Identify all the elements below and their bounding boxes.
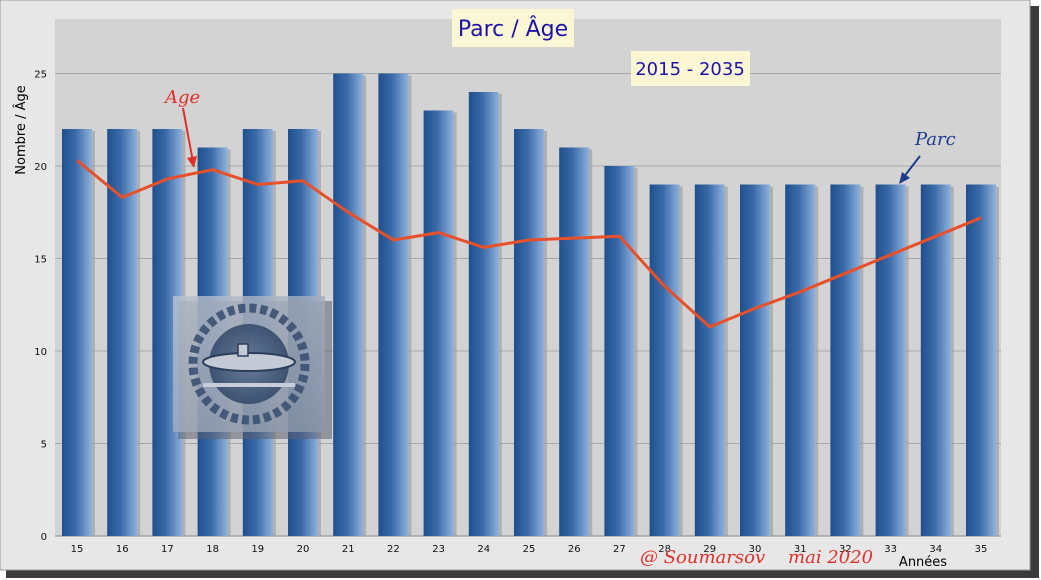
y-axis-label: Nombre / Âge <box>13 85 29 174</box>
bar-parc-30 <box>740 184 770 536</box>
annotation-age-arrow <box>182 107 194 163</box>
x-tick-label: 23 <box>432 544 445 555</box>
x-tick-label: 28 <box>658 544 671 555</box>
annotation-age: Age <box>163 87 200 108</box>
subtitle-box <box>631 51 750 86</box>
x-tick-label: 27 <box>613 544 626 555</box>
x-tick-label: 19 <box>251 544 264 555</box>
annotation-parc-arrowhead <box>899 172 910 184</box>
bar-series-parc <box>62 73 999 536</box>
x-tick-label: 34 <box>929 544 942 555</box>
annotation-age-arrowhead <box>187 156 197 168</box>
y-tick-label: 25 <box>34 70 47 81</box>
bar-parc-28 <box>649 184 680 536</box>
x-tick-label: 29 <box>703 544 716 555</box>
bar-parc-25 <box>514 129 544 536</box>
credit-text: @ Soumarsov mai 2020 <box>640 547 873 568</box>
x-tick-label: 22 <box>387 544 400 555</box>
bar-parc-31 <box>785 184 816 536</box>
x-tick-label: 24 <box>477 544 490 555</box>
x-tick-label: 16 <box>116 544 129 555</box>
bar-parc-27 <box>604 166 635 536</box>
bar-parc-24 <box>468 92 499 536</box>
bar-parc-26 <box>559 147 590 536</box>
bar-parc-15 <box>62 129 92 536</box>
x-tick-label: 31 <box>794 544 807 555</box>
x-tick-label: 30 <box>749 544 762 555</box>
x-tick-label: 17 <box>161 544 174 555</box>
y-axis-ticks: 0 5 10 15 20 25 <box>34 70 47 544</box>
x-tick-label: 18 <box>206 544 219 555</box>
bar-parc-21 <box>333 73 364 536</box>
y-tick-label: 5 <box>41 440 47 451</box>
annotation-parc: Parc <box>914 129 956 150</box>
y-tick-label: 0 <box>41 532 47 543</box>
x-tick-label: 25 <box>523 544 536 555</box>
y-tick-label: 10 <box>34 347 47 358</box>
title-box <box>452 9 574 47</box>
bar-parc-34 <box>920 184 951 536</box>
bar-parc-23 <box>423 110 454 536</box>
bar-parc-35 <box>966 184 996 536</box>
bar-parc-33 <box>875 184 906 536</box>
bar-parc-32 <box>830 184 861 536</box>
x-axis-label: Années <box>899 555 947 570</box>
x-tick-label: 32 <box>839 544 852 555</box>
x-tick-label: 21 <box>342 544 355 555</box>
bar-parc-22 <box>378 73 409 536</box>
y-tick-label: 15 <box>34 255 47 266</box>
chart-subtitle: 2015 - 2035 <box>635 59 745 80</box>
line-series-age <box>76 159 982 329</box>
annotation-parc-arrow <box>902 155 921 179</box>
x-tick-label: 35 <box>975 544 988 555</box>
x-tick-label: 33 <box>884 544 897 555</box>
x-axis-ticks: 15 16 17 18 19 20 21 22 23 24 25 26 27 28 29 30 31 32 33 34… <box>71 544 988 555</box>
x-tick-label: 15 <box>71 544 84 555</box>
chart-title: Parc / Âge <box>458 16 568 42</box>
bar-parc-29 <box>694 184 725 536</box>
x-tick-label: 20 <box>297 544 310 555</box>
x-tick-label: 26 <box>568 544 581 555</box>
y-tick-label: 20 <box>34 162 47 173</box>
emblem-logo <box>173 296 332 439</box>
